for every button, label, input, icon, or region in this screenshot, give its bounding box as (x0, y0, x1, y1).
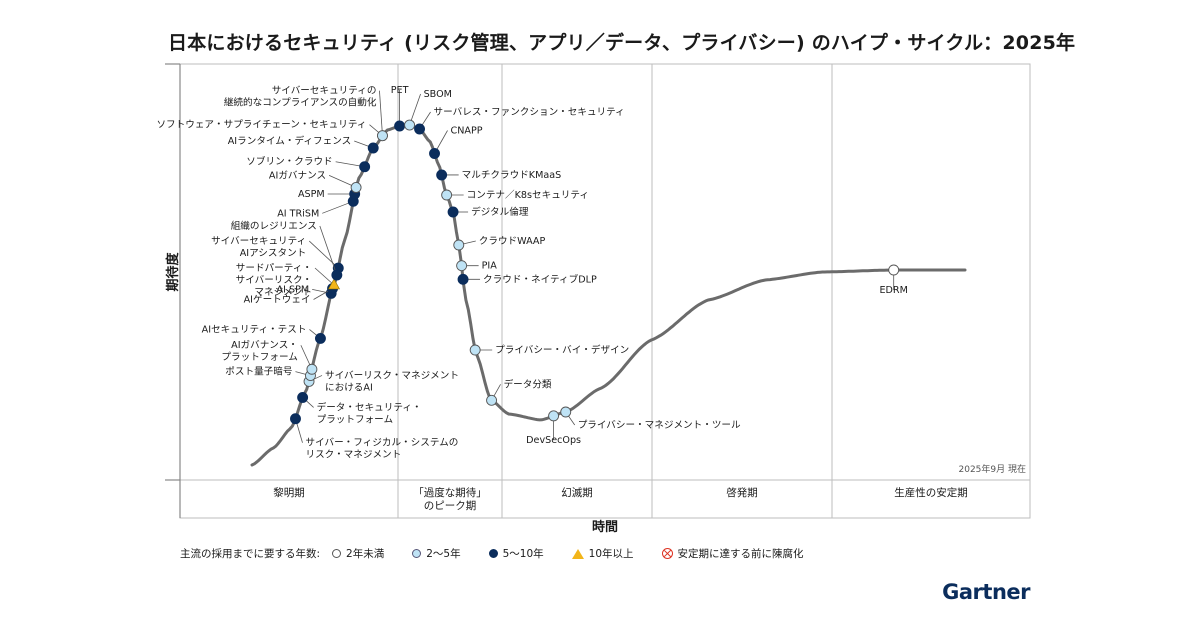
tech-marker (306, 363, 318, 375)
tech-marker (888, 264, 900, 276)
tech-label: ASPM (298, 189, 325, 200)
tech-label: サードパーティ・サイバーリスク・マネジメント (236, 263, 312, 298)
tech-label: SBOM (424, 89, 452, 100)
tech-label: サイバーセキュリティの継続的なコンプライアンスの自動化 (224, 86, 377, 109)
tech-label: AIガバナンス・プラットフォーム (221, 340, 297, 363)
legend: 主流の採用までに要する年数: 2年未満 2〜5年 5〜10年 10年以上 安定期… (180, 546, 832, 561)
tech-marker (548, 410, 560, 422)
tech-label: 組織のレジリエンス (231, 220, 317, 232)
tech-label: ソブリン・クラウド (246, 156, 332, 168)
leader-line (379, 90, 383, 136)
tech-label: クラウド・ネイティブDLP (483, 273, 597, 285)
tech-marker (441, 189, 453, 201)
tech-label: AIセキュリティ・テスト (202, 324, 307, 335)
tech-marker (447, 206, 459, 218)
red-x-circle-icon (661, 548, 673, 559)
tech-label: AI SPM (277, 284, 310, 295)
leader-line (319, 225, 338, 276)
light-blue-circle-icon (412, 549, 422, 558)
tech-label: PET (391, 85, 409, 96)
tech-label: CNAPP (451, 126, 483, 137)
tech-label: AIガバナンス (269, 170, 326, 181)
legend-item-over-10-years: 10年以上 (571, 546, 634, 561)
dark-blue-circle-icon (488, 549, 498, 558)
y-axis-title: 期待度 (165, 252, 181, 292)
x-axis-title: 時間 (592, 519, 618, 535)
tech-marker (486, 394, 498, 406)
tech-marker (367, 142, 379, 154)
tech-label: プライバシー・バイ・デザイン (495, 344, 629, 356)
leader-line (322, 200, 354, 214)
as-of-date: 2025年9月 現在 (959, 463, 1027, 475)
legend-label: 2年未満 (346, 548, 385, 560)
page-title: 日本におけるセキュリティ (リスク管理、アプリ／データ、プライバシー) のハイプ… (168, 32, 1076, 54)
phase-label: 黎明期 (273, 486, 305, 499)
tech-label: DevSecOps (526, 435, 581, 446)
legend-item-under-2-years: 2年未満 (332, 546, 384, 561)
tech-marker (350, 181, 362, 193)
legend-item-2-5-years: 2〜5年 (412, 546, 461, 561)
tech-label: ポスト量子暗号 (225, 366, 292, 378)
tech-label: マルチクラウドKMaaS (462, 170, 562, 181)
gartner-logo: Gartner (942, 580, 1030, 604)
tech-marker (314, 332, 326, 344)
tech-marker (414, 123, 426, 135)
tech-marker (429, 148, 440, 159)
tech-marker (290, 413, 301, 425)
tech-marker (457, 273, 469, 285)
yellow-triangle-icon (571, 548, 584, 559)
tech-label: ソフトウェア・サプライチェーン・セキュリティ (156, 120, 366, 131)
leader-line (309, 240, 339, 269)
tech-label: サーバレス・ファンクション・セキュリティ (434, 107, 625, 118)
legend-label: 2〜5年 (426, 548, 461, 560)
legend-lead: 主流の採用までに要する年数: (180, 548, 321, 560)
tech-marker (404, 119, 416, 131)
tech-marker (456, 260, 468, 272)
white-circle-icon (332, 549, 342, 558)
tech-label: サイバーセキュリティ AIアシスタント (211, 236, 306, 259)
tech-marker (377, 130, 388, 142)
tech-label: PIA (482, 261, 498, 272)
tech-marker (359, 161, 371, 173)
tech-marker (560, 406, 572, 418)
tech-label: サイバーリスク・マネジメントにおけるAI (325, 370, 459, 393)
tech-label: サイバー・フィジカル・システムのリスク・マネジメント (305, 438, 458, 461)
legend-item-obsolete: 安定期に達する前に陳腐化 (661, 546, 804, 561)
tech-marker (453, 239, 465, 251)
tech-label: クラウドWAAP (479, 236, 546, 247)
tech-label: AIゲートウェイ (244, 294, 311, 306)
phase-label: 啓発期 (726, 486, 758, 499)
leader-line (314, 267, 335, 286)
tech-label: デジタル倫理 (471, 206, 529, 218)
tech-marker (469, 344, 481, 356)
phase-label: 「過度な期待」のピーク期 (413, 486, 487, 512)
tech-label: データ・セキュリティ・プラットフォーム (317, 401, 422, 425)
tech-marker (394, 120, 406, 132)
legend-label: 安定期に達する前に陳腐化 (677, 548, 804, 560)
legend-label: 10年以上 (588, 548, 634, 560)
phase-label: 生産性の安定期 (894, 486, 968, 499)
tech-label: AIランタイム・ディフェンス (228, 135, 351, 147)
tech-label: EDRM (879, 285, 907, 296)
tech-label: プライバシー・マネジメント・ツール (578, 420, 741, 431)
phase-label: 幻滅期 (561, 486, 593, 499)
tech-marker (436, 169, 448, 181)
tech-marker (297, 392, 309, 403)
tech-marker (331, 269, 343, 281)
logo-text: Gartner (942, 580, 1030, 604)
tech-label: AI TRiSM (277, 208, 319, 219)
tech-label: コンテナ／K8sセキュリティ (467, 190, 589, 201)
tech-label: データ分類 (504, 378, 552, 390)
leader-line (409, 93, 421, 126)
tech-marker-triangle (327, 278, 341, 290)
legend-label: 5〜10年 (502, 548, 544, 560)
legend-item-5-10-years: 5〜10年 (488, 546, 544, 561)
